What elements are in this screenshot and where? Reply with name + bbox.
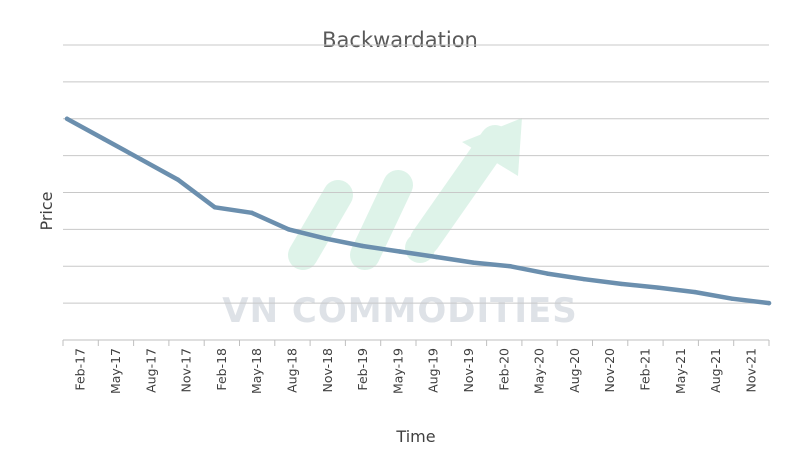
watermark-text: VN COMMODITIES bbox=[222, 291, 577, 331]
chart-title: Backwardation bbox=[322, 28, 478, 52]
x-tick-label: Aug-20 bbox=[567, 348, 582, 393]
x-tick-label: Feb-17 bbox=[73, 348, 88, 391]
data-point bbox=[655, 285, 661, 290]
x-tick-label: May-18 bbox=[249, 348, 264, 394]
data-point bbox=[508, 264, 513, 269]
watermark-arrow-head bbox=[462, 118, 522, 176]
watermark-bar-3 bbox=[410, 125, 510, 255]
x-tick-label: Nov-17 bbox=[179, 348, 194, 392]
data-point bbox=[360, 243, 365, 249]
x-tick-labels: Feb-17 May-17 Aug-17 Nov-17 Feb-18 May-18 Aug-… bbox=[73, 348, 759, 394]
gridlines bbox=[63, 44, 769, 304]
data-point bbox=[434, 254, 439, 260]
data-point bbox=[212, 205, 217, 210]
data-point bbox=[286, 227, 291, 232]
watermark-bar-2 bbox=[350, 170, 413, 270]
watermark-bar-1 bbox=[288, 180, 353, 270]
data-point bbox=[175, 177, 181, 182]
x-tick-label: May-19 bbox=[390, 348, 405, 394]
x-tick-label: May-20 bbox=[532, 348, 547, 394]
data-point bbox=[249, 210, 254, 215]
series-layer bbox=[64, 116, 772, 306]
data-point bbox=[619, 281, 624, 287]
x-tick-label: Feb-20 bbox=[496, 348, 511, 391]
x-tick-label: May-21 bbox=[673, 348, 688, 394]
data-point bbox=[138, 157, 144, 162]
x-tick-label: Aug-19 bbox=[426, 348, 441, 393]
x-tick-label: Nov-18 bbox=[320, 348, 335, 393]
data-point bbox=[397, 249, 402, 254]
x-tick-label: Feb-21 bbox=[637, 348, 652, 391]
y-axis-label: Price bbox=[37, 191, 56, 230]
x-axis bbox=[62, 339, 770, 346]
x-tick-label: Aug-18 bbox=[284, 348, 299, 393]
data-point bbox=[582, 276, 587, 282]
watermark-dot bbox=[405, 233, 435, 263]
data-point bbox=[323, 236, 328, 241]
x-tick-label: Nov-21 bbox=[743, 348, 758, 392]
data-point bbox=[766, 300, 772, 306]
x-tick-label: May-17 bbox=[108, 348, 123, 394]
x-tick-label: Aug-21 bbox=[708, 348, 723, 393]
data-point bbox=[545, 271, 550, 276]
x-tick-label: Feb-18 bbox=[214, 348, 229, 391]
data-point bbox=[64, 116, 70, 121]
x-tick-label: Nov-19 bbox=[461, 348, 476, 393]
data-point bbox=[692, 289, 698, 295]
data-point bbox=[101, 136, 107, 142]
series-line bbox=[64, 116, 772, 306]
x-tick-label: Aug-17 bbox=[143, 348, 158, 393]
x-axis-label: Time bbox=[395, 427, 435, 446]
x-tick-label: Nov-20 bbox=[602, 348, 617, 393]
data-point bbox=[471, 260, 476, 265]
x-tick-label: Feb-19 bbox=[355, 348, 370, 391]
data-point bbox=[729, 296, 735, 301]
